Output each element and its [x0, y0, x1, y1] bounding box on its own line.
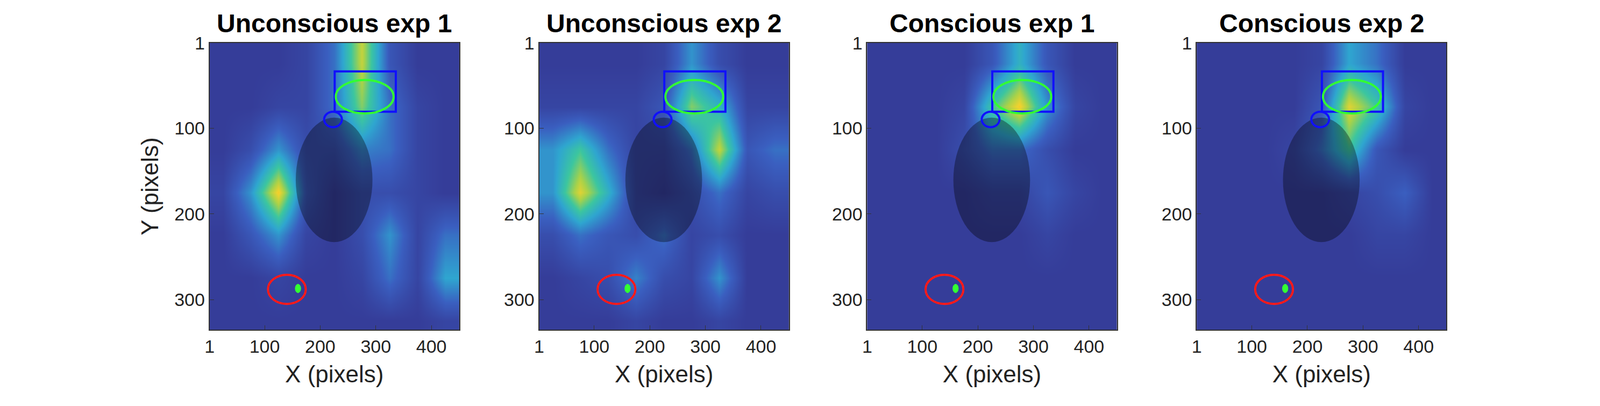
svg-text:200: 200: [962, 336, 994, 357]
svg-text:100: 100: [906, 336, 938, 357]
svg-text:X (pixels): X (pixels): [1272, 360, 1371, 388]
svg-text:Unconscious exp 2: Unconscious exp 2: [546, 9, 782, 38]
svg-text:Unconscious exp 1: Unconscious exp 1: [216, 9, 452, 38]
svg-text:1: 1: [194, 32, 205, 54]
svg-text:1: 1: [862, 336, 873, 357]
svg-text:1: 1: [852, 32, 863, 54]
svg-text:100: 100: [249, 336, 281, 357]
svg-text:300: 300: [1347, 336, 1379, 357]
svg-text:300: 300: [503, 289, 535, 310]
svg-text:1: 1: [524, 32, 535, 54]
svg-text:300: 300: [174, 289, 205, 310]
svg-text:X (pixels): X (pixels): [285, 360, 384, 388]
svg-text:200: 200: [832, 203, 863, 225]
svg-text:Conscious exp 1: Conscious exp 1: [889, 9, 1095, 38]
svg-text:Y (pixels): Y (pixels): [136, 137, 163, 236]
svg-text:100: 100: [579, 336, 610, 357]
svg-text:200: 200: [1161, 203, 1193, 225]
svg-text:300: 300: [1018, 336, 1049, 357]
svg-text:1: 1: [1182, 32, 1193, 54]
svg-text:100: 100: [503, 117, 535, 139]
svg-text:Conscious exp 2: Conscious exp 2: [1219, 9, 1425, 38]
svg-text:400: 400: [1403, 336, 1434, 357]
svg-text:200: 200: [634, 336, 666, 357]
svg-text:200: 200: [174, 203, 205, 225]
svg-text:100: 100: [1236, 336, 1268, 357]
svg-text:X (pixels): X (pixels): [614, 360, 714, 388]
svg-text:400: 400: [1074, 336, 1105, 357]
svg-text:100: 100: [1161, 117, 1193, 139]
svg-text:1: 1: [534, 336, 545, 357]
svg-text:100: 100: [174, 117, 205, 139]
svg-text:300: 300: [832, 289, 863, 310]
svg-text:100: 100: [832, 117, 863, 139]
svg-text:1: 1: [1191, 336, 1203, 357]
svg-text:400: 400: [745, 336, 777, 357]
svg-text:300: 300: [1161, 289, 1193, 310]
svg-text:200: 200: [304, 336, 336, 357]
svg-text:300: 300: [690, 336, 721, 357]
svg-text:300: 300: [360, 336, 391, 357]
svg-text:200: 200: [503, 203, 535, 225]
svg-text:1: 1: [204, 336, 215, 357]
svg-text:400: 400: [416, 336, 447, 357]
svg-text:200: 200: [1292, 336, 1324, 357]
svg-text:X (pixels): X (pixels): [942, 360, 1042, 388]
